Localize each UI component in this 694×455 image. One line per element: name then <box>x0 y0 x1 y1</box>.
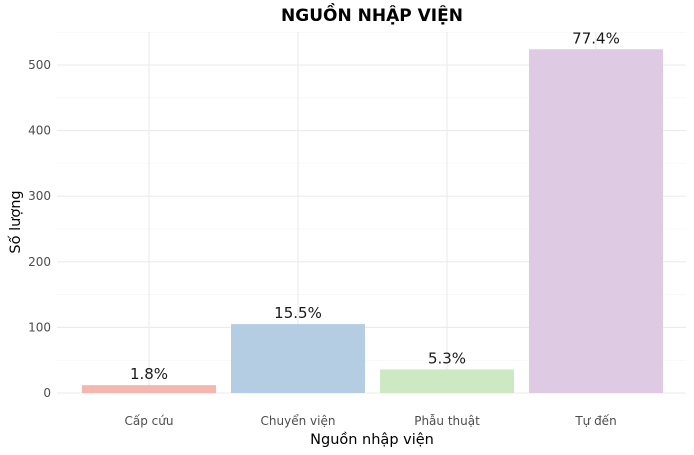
x-tick-label: Cấp cứu <box>125 414 174 428</box>
y-tick-label: 400 <box>28 124 51 138</box>
y-tick-label: 0 <box>43 386 51 400</box>
y-axis-title: Số lượng <box>7 190 24 253</box>
y-tick-label: 100 <box>28 320 51 334</box>
bar-1 <box>231 324 365 393</box>
bar-0 <box>82 385 216 393</box>
data-label-0: 1.8% <box>130 365 168 383</box>
data-labels: 1.8% 15.5% 5.3% 77.4% <box>130 29 620 383</box>
bars <box>82 49 663 393</box>
y-tick-label: 500 <box>28 58 51 72</box>
data-label-2: 5.3% <box>428 349 466 367</box>
data-label-3: 77.4% <box>572 29 620 47</box>
y-tick-label: 200 <box>28 255 51 269</box>
x-tick-label: Phẫu thuật <box>414 414 480 428</box>
y-tick-label: 300 <box>28 189 51 203</box>
x-axis-title: Nguồn nhập viện <box>310 431 434 448</box>
x-tick-label: Tự đến <box>574 414 616 428</box>
y-axis-ticks: 0 100 200 300 400 500 <box>28 58 51 400</box>
x-tick-label: Chuyển viện <box>261 414 336 428</box>
bar-2 <box>380 369 514 393</box>
chart-title: NGUỒN NHẬP VIỆN <box>281 2 463 26</box>
bar-3 <box>529 49 663 393</box>
data-label-1: 15.5% <box>274 304 322 322</box>
x-axis-ticks: Cấp cứu Chuyển viện Phẫu thuật Tự đến <box>125 414 617 428</box>
